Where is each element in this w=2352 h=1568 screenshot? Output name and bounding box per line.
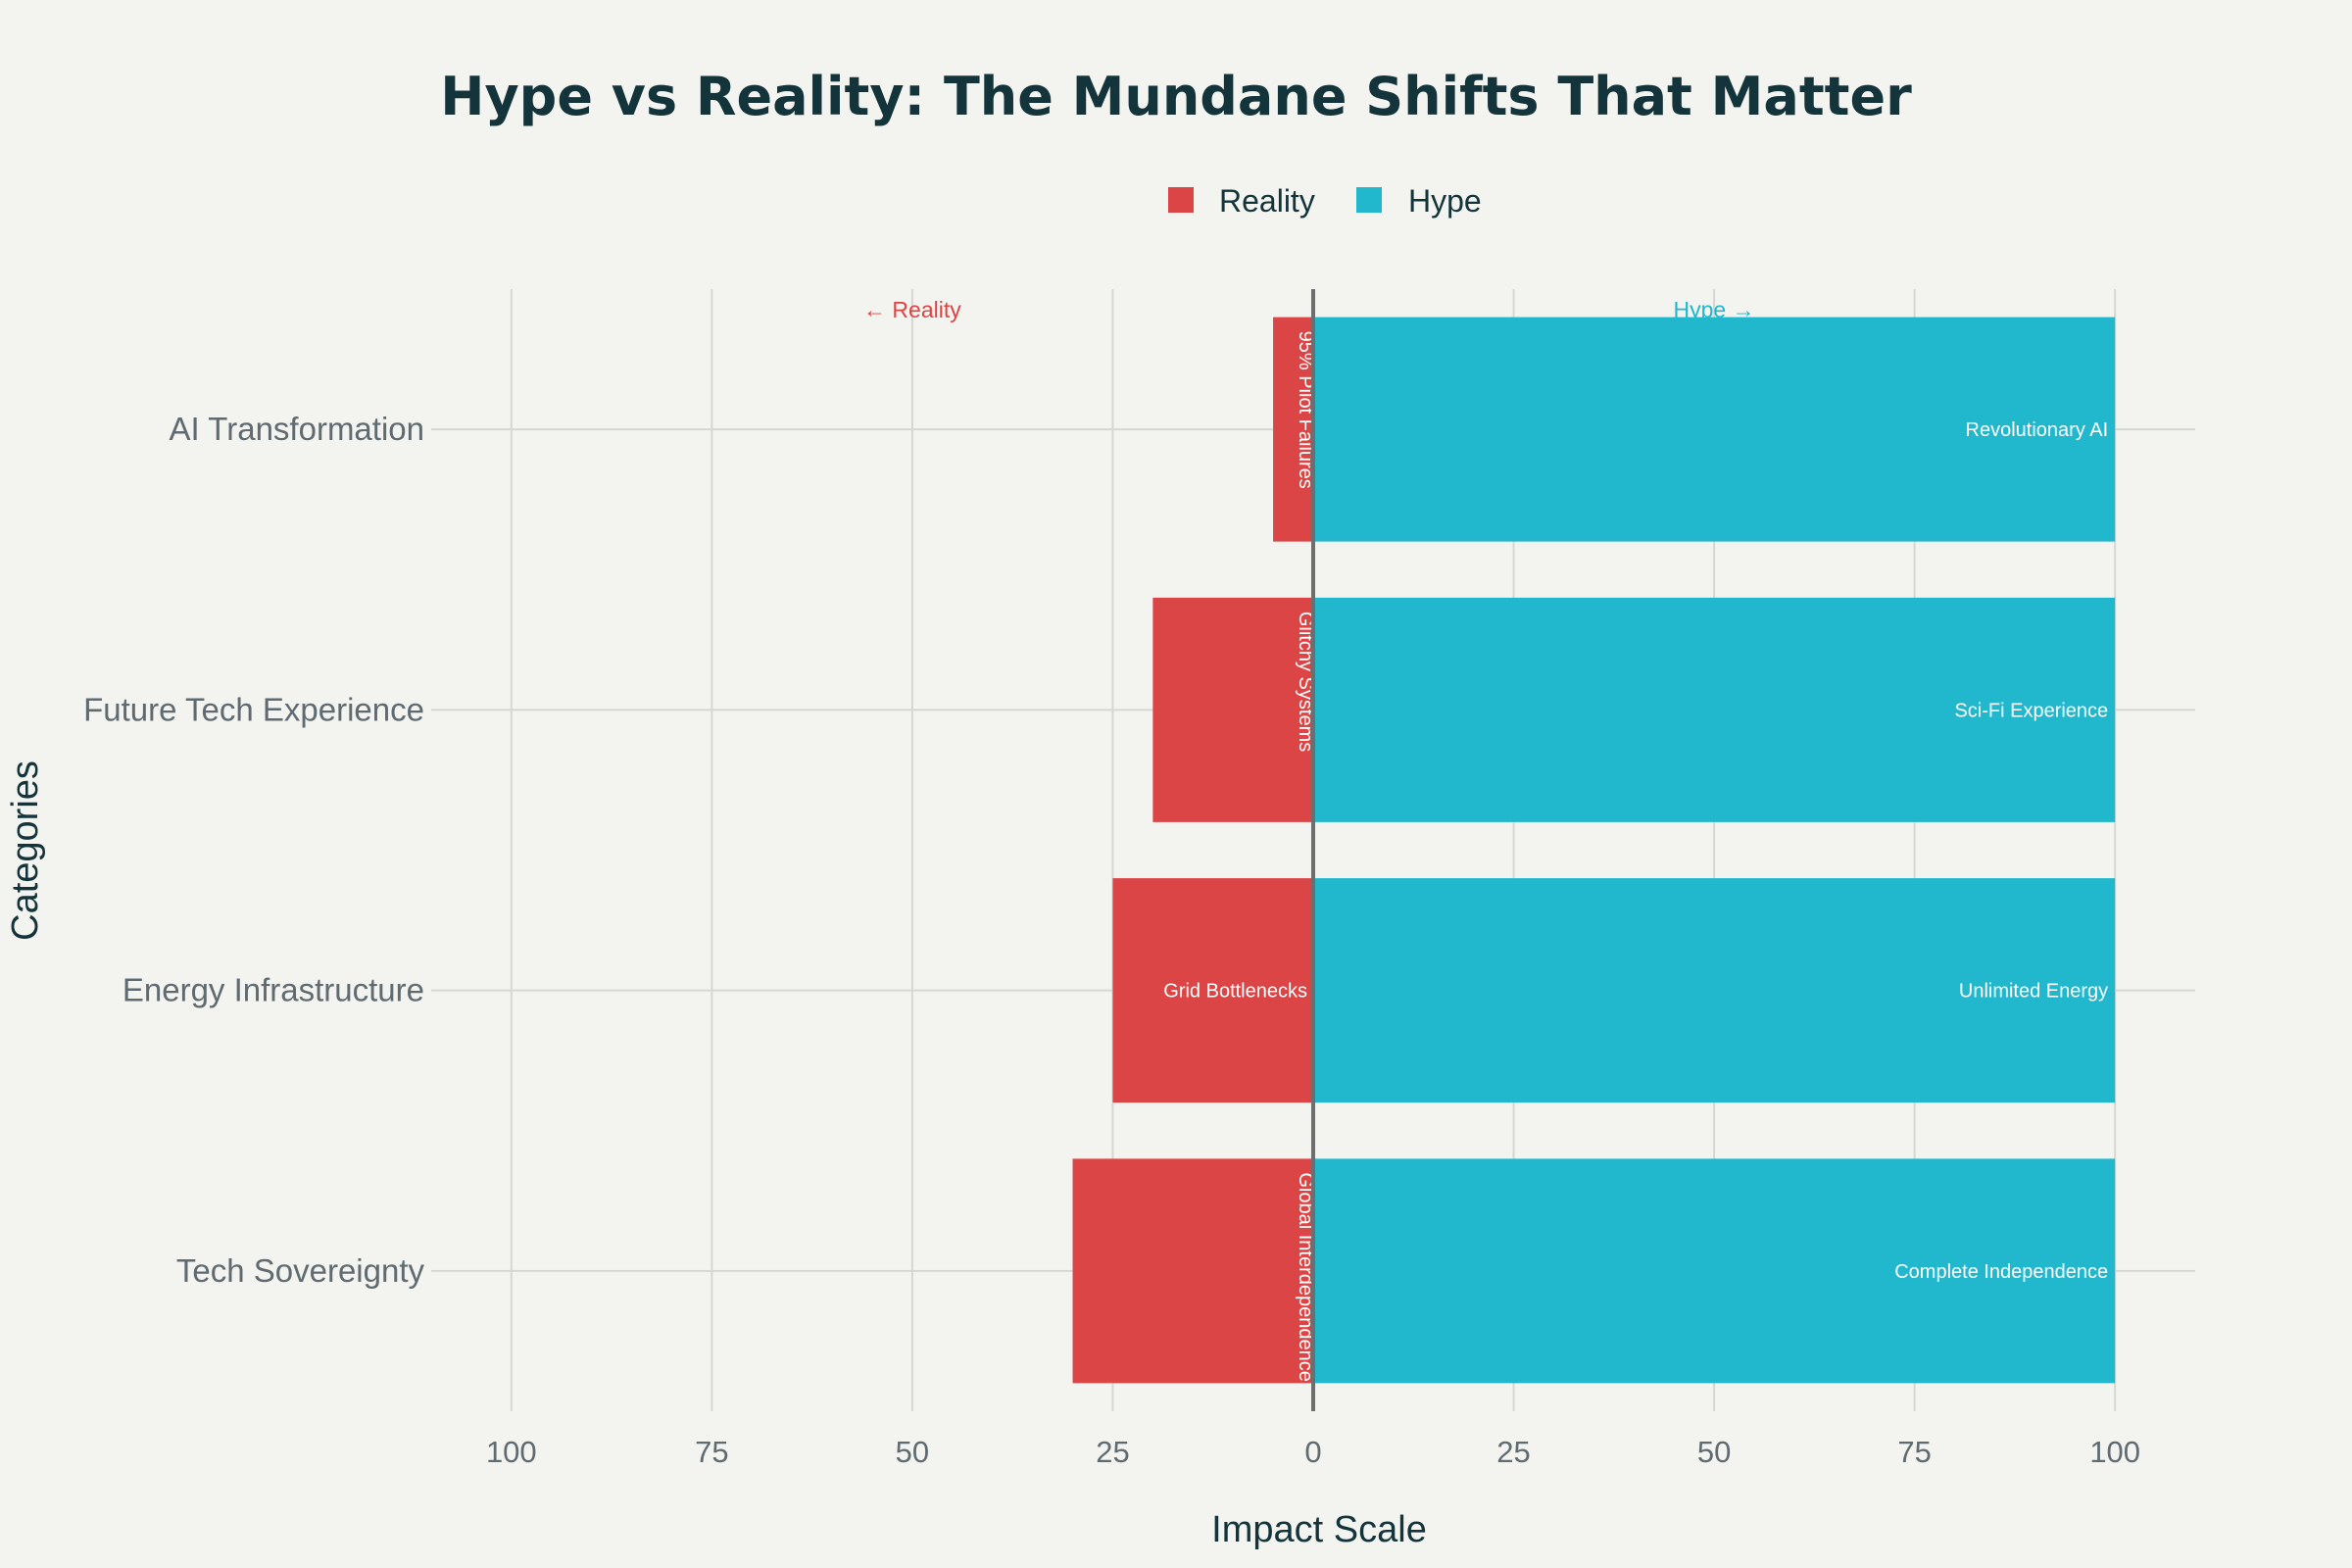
x-tick-label: 75 xyxy=(695,1435,728,1469)
x-tick-label: 25 xyxy=(1496,1435,1530,1469)
reality-bar xyxy=(1072,1158,1313,1384)
reality-bar-label: Grid Bottlenecks xyxy=(1163,981,1307,1003)
category-label: AI Transformation xyxy=(170,411,424,447)
legend: Reality Hype xyxy=(1168,183,1482,219)
hype-bar-label: Sci-Fi Experience xyxy=(1954,700,2108,721)
category-label: Future Tech Experience xyxy=(83,691,424,727)
reality-bar-label: 95% Pilot Failures xyxy=(1295,331,1316,489)
bar-labels: Global Interdependence Grid Bottlenecks Gl… xyxy=(1163,331,2108,1382)
x-tick-label: 25 xyxy=(1096,1435,1129,1469)
annotation-reality-direction: ← Reality xyxy=(863,297,961,322)
reality-bar xyxy=(1273,317,1313,542)
hype-bar xyxy=(1313,317,2116,542)
legend-swatch-reality xyxy=(1168,187,1194,213)
hype-bar xyxy=(1313,878,2116,1103)
x-tick-label: 100 xyxy=(2089,1435,2140,1469)
x-tick-label: 50 xyxy=(1697,1435,1731,1469)
bars xyxy=(1072,317,2116,1384)
axes: 100 75 50 25 0 25 50 75 100 Tech Sovereignty Energ… xyxy=(83,289,2140,1469)
chart-title: Hype vs Reality: The Mundane Shifts That… xyxy=(440,66,1912,127)
reality-bar xyxy=(1152,597,1313,822)
legend-swatch-hype xyxy=(1356,187,1382,213)
category-label: Tech Sovereignty xyxy=(176,1252,425,1289)
reality-bar-label: Global Interdependence xyxy=(1295,1172,1316,1382)
hype-bar-label: Complete Independence xyxy=(1894,1261,2108,1283)
x-axis-title: Impact Scale xyxy=(1211,1509,1427,1550)
category-label: Energy Infrastructure xyxy=(122,972,424,1008)
reality-bar-label: Glitchy Systems xyxy=(1295,612,1316,752)
legend-label-hype: Hype xyxy=(1408,183,1482,219)
x-tick-label: 0 xyxy=(1304,1435,1321,1469)
x-tick-label: 100 xyxy=(486,1435,537,1469)
annotation-hype-direction: Hype → xyxy=(1674,297,1755,322)
x-tick-label: 50 xyxy=(896,1435,929,1469)
legend-label-reality: Reality xyxy=(1219,183,1315,219)
hype-bar-label: Unlimited Energy xyxy=(1959,981,2108,1003)
hype-bar xyxy=(1313,1158,2116,1384)
x-tick-label: 75 xyxy=(1897,1435,1931,1469)
hype-bar xyxy=(1313,597,2116,822)
y-axis-title: Categories xyxy=(5,760,46,941)
reality-bar xyxy=(1112,878,1313,1103)
hype-bar-label: Revolutionary AI xyxy=(1966,419,2109,441)
